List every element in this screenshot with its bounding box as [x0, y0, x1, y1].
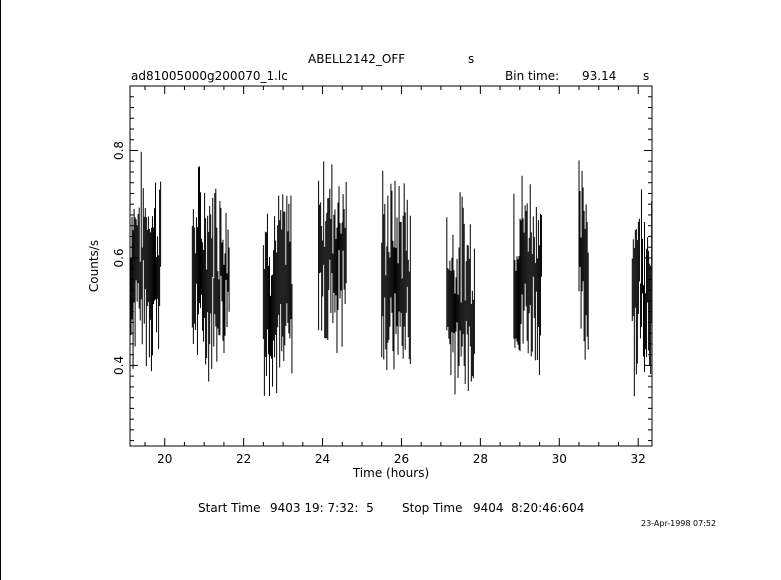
- x-tick-label: 22: [236, 452, 251, 466]
- x-tick-label: 20: [157, 452, 172, 466]
- bin-time-value: 93.14: [582, 69, 617, 83]
- y-axis-title: Counts/s: [87, 240, 101, 292]
- stop-time-value: 9404 8:20:46:604: [473, 501, 585, 515]
- object-name: ABELL2142_OFF: [308, 52, 406, 66]
- bin-time-label: Bin time:: [505, 69, 560, 83]
- x-tick-label: 32: [631, 452, 646, 466]
- start-time-label: Start Time: [198, 501, 261, 515]
- start-time-value: 9403 19: 7:32: 5: [270, 501, 374, 515]
- x-tick-label: 24: [315, 452, 330, 466]
- object-suffix: s: [468, 52, 475, 66]
- filename-label: ad81005000g200070_1.lc: [131, 69, 288, 83]
- x-tick-label: 28: [473, 452, 488, 466]
- y-tick-label: 0.8: [112, 141, 126, 160]
- y-tick-label: 0.4: [112, 356, 126, 375]
- x-axis-title: Time (hours): [352, 466, 429, 480]
- x-tick-label: 26: [394, 452, 409, 466]
- window-left-border: [0, 0, 1, 580]
- y-tick-label: 0.6: [112, 248, 126, 267]
- axes-layer: 20 22 24 26 28 30 32 0.4 0.6 0.8: [112, 86, 652, 466]
- data-layer: [129, 151, 653, 397]
- x-tick-label: 30: [552, 452, 567, 466]
- date-stamp: 23-Apr-1998 07:52: [641, 519, 717, 528]
- stop-time-label: Stop Time: [402, 501, 463, 515]
- bin-time-unit: s: [643, 69, 650, 83]
- plot-frame: [129, 85, 653, 447]
